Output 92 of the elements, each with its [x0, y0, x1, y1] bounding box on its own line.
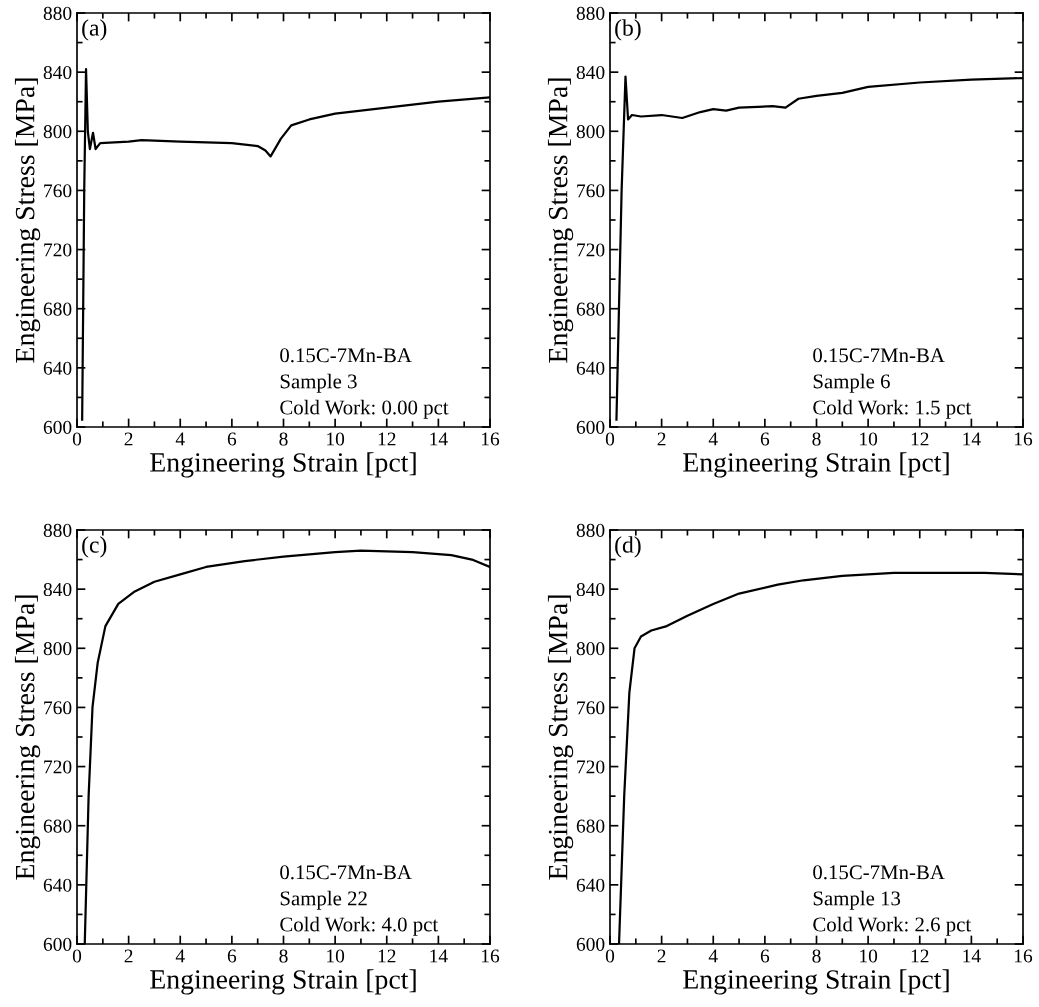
- x-tick-label: 16: [1014, 432, 1033, 446]
- x-tick-label: 8: [279, 432, 288, 446]
- annotation: Sample 6: [813, 373, 890, 393]
- y-tick-label: 600: [576, 937, 605, 951]
- x-tick-label: 4: [175, 949, 185, 963]
- annotation: Cold Work: 0.00 pct: [280, 399, 449, 419]
- chart-title: (a): [82, 19, 107, 41]
- x-tick-label: 10: [860, 432, 878, 446]
- y-tick-label: 600: [43, 420, 72, 434]
- x-tick-label: 10: [327, 949, 345, 963]
- x-tick-label: 2: [124, 432, 133, 446]
- x-tick-label: 14: [430, 432, 448, 446]
- y-tick-label: 880: [43, 6, 72, 20]
- x-tick-label: 14: [430, 949, 448, 963]
- x-tick-label: 2: [124, 949, 133, 963]
- y-tick-label: 760: [577, 701, 605, 715]
- x-tick-label: 6: [760, 949, 770, 963]
- y-tick-label: 600: [43, 937, 72, 951]
- y-axis-title: Engineering Stress [MPa]: [14, 78, 41, 363]
- x-tick-label: 10: [860, 949, 878, 963]
- x-tick-label: 12: [378, 432, 396, 446]
- x-tick-label: 0: [72, 949, 82, 963]
- y-tick-label: 640: [43, 361, 72, 375]
- y-axis-title: Engineering Stress [MPa]: [547, 78, 574, 363]
- y-tick-label: 640: [576, 878, 605, 892]
- x-tick-label: 8: [279, 949, 288, 963]
- annotation: Cold Work: 1.5 pct: [813, 399, 972, 419]
- x-tick-label: 6: [760, 432, 770, 446]
- x-axis-title: Engineering Strain [pct]: [683, 969, 949, 995]
- x-tick-label: 8: [812, 432, 821, 446]
- x-tick-label: 6: [227, 949, 237, 963]
- y-tick-label: 720: [44, 243, 72, 257]
- x-axis-title: Engineering Strain [pct]: [150, 452, 416, 478]
- annotation: Sample 13: [813, 890, 901, 910]
- x-tick-label: 2: [657, 949, 666, 963]
- x-tick-label: 14: [963, 949, 981, 963]
- x-tick-label: 16: [481, 949, 500, 963]
- y-tick-label: 840: [576, 65, 605, 80]
- x-tick-label: 8: [812, 949, 821, 963]
- y-tick-label: 680: [576, 302, 605, 316]
- y-tick-label: 840: [576, 582, 605, 597]
- chart-title: (b): [615, 19, 641, 41]
- y-tick-label: 880: [576, 6, 605, 20]
- x-tick-label: 6: [227, 432, 237, 446]
- x-tick-label: 0: [72, 432, 82, 446]
- y-axis-title: Engineering Stress [MPa]: [14, 595, 41, 880]
- y-tick-label: 680: [43, 302, 72, 316]
- x-tick-label: 4: [175, 432, 185, 446]
- annotation: Cold Work: 4.0 pct: [280, 916, 439, 936]
- y-tick-label: 760: [44, 701, 72, 715]
- x-tick-label: 4: [708, 432, 718, 446]
- annotation: Sample 22: [280, 890, 367, 910]
- annotation: 0.15C-7Mn-BA: [280, 348, 412, 363]
- y-tick-label: 600: [576, 420, 605, 434]
- x-tick-label: 0: [605, 432, 615, 446]
- annotation: 0.15C-7Mn-BA: [280, 865, 412, 880]
- x-tick-label: 16: [481, 432, 500, 446]
- x-tick-label: 2: [657, 432, 666, 446]
- x-tick-label: 12: [378, 949, 396, 963]
- y-tick-label: 840: [43, 65, 72, 80]
- y-tick-label: 880: [43, 523, 72, 537]
- y-tick-label: 800: [576, 125, 605, 139]
- x-tick-label: 10: [327, 432, 345, 446]
- x-tick-label: 14: [963, 432, 981, 446]
- y-tick-label: 880: [576, 523, 605, 537]
- y-tick-label: 800: [576, 642, 605, 656]
- y-tick-label: 720: [577, 243, 605, 257]
- x-axis-title: Engineering Strain [pct]: [683, 452, 949, 478]
- annotation: 0.15C-7Mn-BA: [813, 348, 945, 363]
- chart-title: (d): [615, 536, 641, 558]
- y-tick-label: 840: [43, 582, 72, 597]
- y-tick-label: 640: [576, 361, 605, 375]
- annotation: Cold Work: 2.6 pct: [813, 916, 972, 936]
- y-tick-label: 720: [577, 760, 605, 774]
- y-tick-label: 800: [43, 125, 72, 139]
- y-axis-title: Engineering Stress [MPa]: [547, 595, 574, 880]
- annotation: 0.15C-7Mn-BA: [813, 865, 945, 880]
- y-tick-label: 800: [43, 642, 72, 656]
- x-tick-label: 4: [708, 949, 718, 963]
- x-tick-label: 16: [1014, 949, 1033, 963]
- y-tick-label: 680: [43, 819, 72, 833]
- annotation: Sample 3: [280, 373, 357, 393]
- y-tick-label: 640: [43, 878, 72, 892]
- y-tick-label: 720: [44, 760, 72, 774]
- x-tick-label: 0: [605, 949, 615, 963]
- y-tick-label: 680: [576, 819, 605, 833]
- chart-title: (c): [82, 536, 107, 558]
- y-tick-label: 760: [44, 184, 72, 198]
- x-tick-label: 12: [911, 949, 929, 963]
- y-tick-label: 760: [577, 184, 605, 198]
- x-axis-title: Engineering Strain [pct]: [150, 969, 416, 995]
- x-tick-label: 12: [911, 432, 929, 446]
